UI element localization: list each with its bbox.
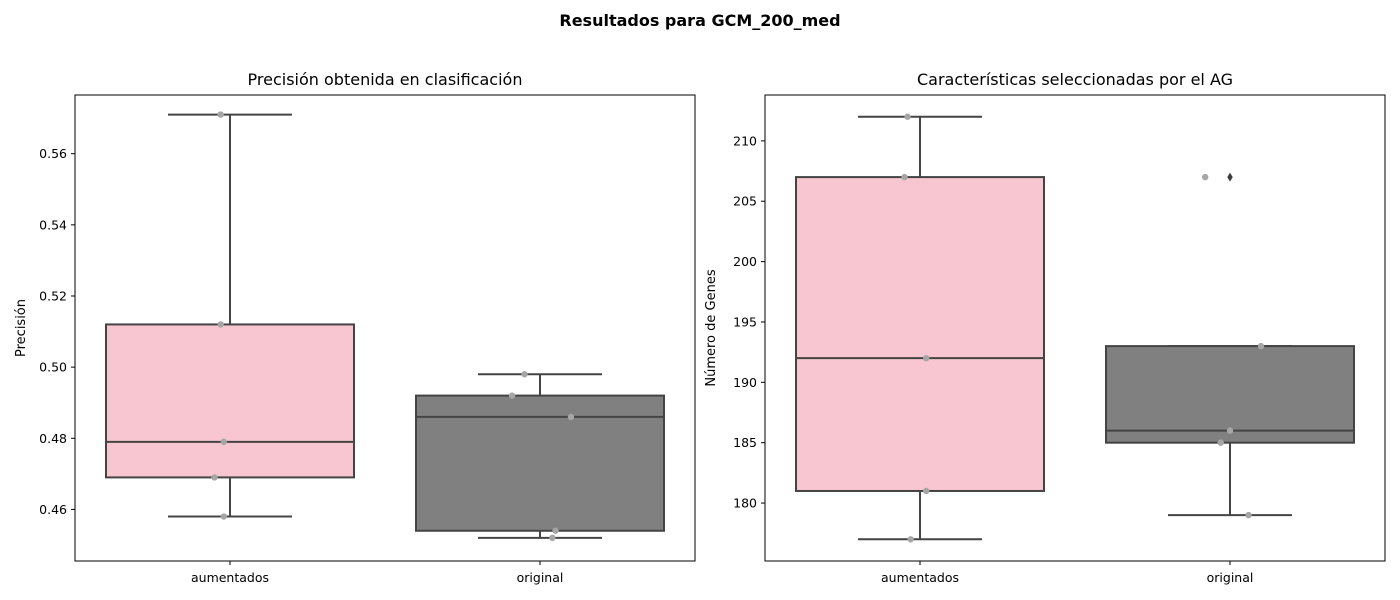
data-point bbox=[521, 371, 528, 378]
data-point bbox=[1245, 511, 1252, 519]
y-axis-label: Precisión bbox=[14, 299, 29, 357]
y-tick-label: 185 bbox=[733, 435, 757, 450]
box-original bbox=[1105, 345, 1355, 444]
box-aumentados bbox=[105, 323, 355, 479]
y-tick-label: 0.50 bbox=[39, 360, 67, 375]
box-original bbox=[415, 394, 665, 532]
chart-genes: Características seleccionadas por el AG N… bbox=[704, 70, 1386, 585]
figure-title: Resultados para GCM_200_med bbox=[559, 11, 840, 30]
data-point bbox=[1226, 427, 1234, 434]
y-tick-label: 200 bbox=[733, 254, 757, 269]
data-point bbox=[220, 513, 227, 520]
data-point bbox=[217, 321, 224, 328]
y-tick-label: 195 bbox=[733, 314, 757, 329]
x-tick-label: original bbox=[1207, 570, 1254, 585]
data-point bbox=[220, 438, 227, 446]
data-point bbox=[923, 354, 930, 362]
x-tick-label: aumentados bbox=[191, 570, 269, 585]
y-tick-label: 0.46 bbox=[39, 502, 67, 517]
data-point bbox=[901, 173, 908, 181]
data-point bbox=[1217, 439, 1224, 446]
box-outlier bbox=[1227, 172, 1233, 182]
data-point bbox=[907, 536, 914, 543]
x-tick-label: aumentados bbox=[881, 570, 959, 585]
data-point bbox=[567, 413, 575, 421]
data-point bbox=[1202, 173, 1209, 181]
data-point bbox=[508, 392, 516, 399]
box-aumentados bbox=[795, 176, 1045, 492]
chart-title: Características seleccionadas por el AG bbox=[917, 70, 1233, 89]
y-tick-label: 210 bbox=[733, 133, 757, 148]
chart-title: Precisión obtenida en clasificación bbox=[248, 70, 523, 89]
chart-precision: Precisión obtenida en clasificación Preci… bbox=[14, 70, 696, 585]
data-point bbox=[923, 487, 930, 495]
x-tick-label: original bbox=[517, 570, 564, 585]
y-tick-label: 190 bbox=[733, 375, 757, 390]
y-tick-label: 0.56 bbox=[39, 146, 67, 161]
y-tick-label: 0.48 bbox=[39, 431, 67, 446]
data-point bbox=[552, 527, 559, 534]
y-axis-label: Número de Genes bbox=[704, 269, 719, 386]
y-tick-label: 180 bbox=[733, 496, 757, 511]
y-tick-label: 205 bbox=[733, 194, 757, 209]
data-point bbox=[904, 113, 911, 120]
y-tick-label: 0.52 bbox=[39, 288, 67, 303]
y-tick-label: 0.54 bbox=[39, 217, 67, 232]
data-point bbox=[211, 474, 218, 481]
data-point bbox=[217, 111, 224, 118]
plot-frame bbox=[74, 94, 696, 562]
plot-frame bbox=[764, 94, 1386, 562]
data-point bbox=[549, 534, 556, 542]
data-point bbox=[1257, 342, 1265, 350]
